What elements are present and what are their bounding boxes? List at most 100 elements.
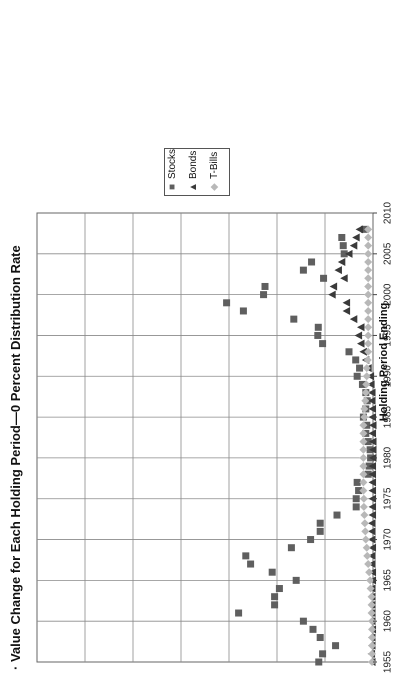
tbills-point (366, 584, 375, 593)
bonds-point (368, 388, 376, 397)
tbills-point (364, 315, 373, 324)
stocks-point (290, 315, 298, 323)
stocks-point (352, 503, 360, 511)
stocks-point (352, 356, 360, 364)
stocks-point (260, 291, 268, 299)
diamond-marker-icon: ◆ (209, 183, 220, 191)
tbills-point (362, 364, 371, 373)
bonds-point (368, 486, 377, 495)
stocks-point (340, 250, 348, 258)
year-tick-label: 2010 (383, 201, 394, 224)
bonds-point (345, 249, 353, 258)
tbills-point (360, 519, 369, 528)
tbills-point (365, 568, 374, 577)
bonds-point (357, 339, 365, 348)
year-tick-label: 1985 (383, 406, 394, 429)
stocks-point (352, 495, 360, 503)
tbills-point (367, 609, 376, 618)
tbills-point (360, 511, 369, 520)
bonds-point (340, 274, 348, 283)
tbills-point (364, 323, 373, 332)
tbills-point (363, 355, 372, 364)
stocks-point (353, 372, 361, 380)
stocks-point (345, 348, 353, 356)
stocks-point (316, 519, 324, 527)
bonds-point (357, 323, 365, 332)
plot-frame (36, 212, 374, 663)
tbills-point (359, 462, 368, 471)
square-marker-icon: ■ (167, 183, 178, 191)
stocks-point (356, 364, 364, 372)
bonds-point (367, 380, 375, 389)
stocks-point (339, 242, 347, 250)
stocks-point (316, 527, 324, 535)
stocks-point (271, 601, 279, 609)
grid (36, 212, 374, 663)
tbills-point (368, 658, 377, 666)
tbills-point (366, 576, 375, 585)
series-markers (223, 225, 377, 666)
year-tick-label: 2005 (383, 242, 394, 265)
tbills-point (362, 380, 371, 389)
stocks-point (287, 544, 295, 552)
bonds-point (368, 535, 376, 544)
stocks-point (268, 568, 276, 576)
stocks-point (308, 258, 316, 266)
stocks-point (307, 536, 315, 544)
tbills-point (364, 282, 373, 291)
tbills-point (364, 241, 373, 250)
legend: ■ Stocks ▲ Bonds ◆ T-Bills (164, 148, 230, 196)
bonds-point (337, 257, 346, 266)
tbills-point (368, 625, 377, 634)
bonds-point (354, 331, 363, 340)
tbills-point (368, 633, 377, 642)
stocks-point (271, 593, 279, 601)
tbills-point (368, 649, 377, 658)
stocks-point (338, 233, 346, 241)
bonds-point (368, 511, 377, 520)
stocks-point (364, 470, 372, 478)
stocks-point (299, 617, 307, 625)
triangle-marker-icon: ▲ (188, 182, 199, 192)
tbills-point (364, 339, 373, 348)
bonds-point (368, 404, 377, 413)
bonds-point (349, 241, 358, 250)
bonds-point (368, 543, 377, 552)
bonds-point (369, 421, 377, 430)
year-tick-label: 1960 (383, 610, 394, 633)
bonds-point (342, 306, 351, 315)
tbills-point (364, 274, 373, 283)
tbills-point (364, 290, 373, 299)
tbills-point (364, 249, 373, 258)
tbills-point (359, 494, 368, 503)
stocks-point (242, 552, 250, 560)
tbills-point (364, 233, 373, 242)
bonds-point (369, 453, 377, 462)
tbills-point (359, 453, 368, 462)
stocks-point (275, 585, 283, 593)
tbills-point (359, 478, 368, 487)
tbills-point (364, 306, 373, 315)
bonds-point (368, 519, 376, 528)
legend-item-tbills: ◆ T-Bills (209, 152, 269, 193)
tbills-point (359, 445, 368, 454)
tbills-point (360, 404, 369, 413)
bonds-point (349, 315, 358, 324)
year-tick-label: 1970 (383, 528, 394, 551)
stocks-point (223, 299, 231, 307)
tbills-point (364, 266, 373, 275)
tbills-point (364, 257, 373, 266)
year-tick-label: 1975 (383, 487, 394, 510)
bonds-point (368, 396, 376, 405)
bonds-point (342, 298, 351, 307)
bonds-point (329, 282, 338, 291)
year-tick-label: 1980 (383, 446, 394, 469)
bonds-point (368, 470, 377, 479)
tbills-point (364, 331, 373, 340)
year-tick-label: 1955 (383, 650, 394, 673)
bonds-point (369, 437, 377, 446)
tbills-point (361, 527, 370, 536)
bonds-point (368, 502, 377, 511)
